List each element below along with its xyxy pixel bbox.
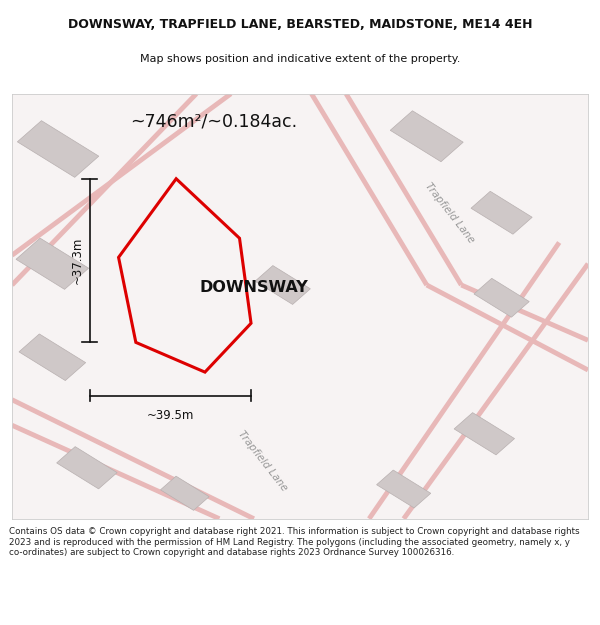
Polygon shape xyxy=(16,238,89,289)
Text: Trapfield Lane: Trapfield Lane xyxy=(236,429,289,494)
Text: ~37.3m: ~37.3m xyxy=(71,237,83,284)
Polygon shape xyxy=(454,412,515,455)
Polygon shape xyxy=(377,470,431,508)
Text: ~746m²/~0.184ac.: ~746m²/~0.184ac. xyxy=(130,112,297,131)
Polygon shape xyxy=(255,266,310,304)
Text: DOWNSWAY: DOWNSWAY xyxy=(200,279,308,294)
Polygon shape xyxy=(474,278,529,317)
Polygon shape xyxy=(160,476,209,511)
Polygon shape xyxy=(56,447,117,489)
Text: Contains OS data © Crown copyright and database right 2021. This information is : Contains OS data © Crown copyright and d… xyxy=(9,528,580,557)
Polygon shape xyxy=(390,111,463,162)
Polygon shape xyxy=(471,191,532,234)
Text: DOWNSWAY, TRAPFIELD LANE, BEARSTED, MAIDSTONE, ME14 4EH: DOWNSWAY, TRAPFIELD LANE, BEARSTED, MAID… xyxy=(68,18,532,31)
Text: ~39.5m: ~39.5m xyxy=(147,409,194,422)
Text: Trapfield Lane: Trapfield Lane xyxy=(423,181,476,245)
Polygon shape xyxy=(17,121,99,177)
Polygon shape xyxy=(19,334,86,381)
Text: Map shows position and indicative extent of the property.: Map shows position and indicative extent… xyxy=(140,54,460,64)
